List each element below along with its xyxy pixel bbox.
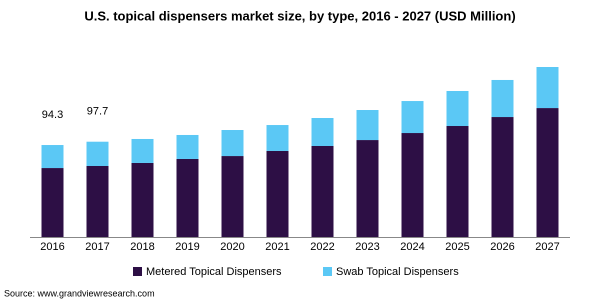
x-tick-label: 2018 — [130, 241, 154, 253]
x-tick-label: 2026 — [490, 241, 514, 253]
bar-segment — [356, 140, 379, 237]
bar-segment — [266, 150, 289, 237]
x-tick-label: 2019 — [175, 241, 199, 253]
bar-segment — [266, 125, 289, 151]
bar-segment — [536, 108, 559, 237]
x-tick-label: 2016 — [40, 241, 64, 253]
x-tick-label: 2024 — [400, 241, 424, 253]
x-tick-label: 2021 — [265, 241, 289, 253]
bar-segment — [221, 130, 244, 157]
bar-segment — [536, 67, 559, 109]
bar-segment — [131, 162, 154, 237]
legend-swatch — [323, 267, 332, 276]
bar-segment — [41, 145, 64, 169]
legend-swatch — [133, 267, 142, 276]
bar-segment — [131, 138, 154, 163]
bar-segment — [41, 168, 64, 237]
bar-segment — [311, 118, 334, 147]
x-tick-label: 2025 — [445, 241, 469, 253]
bar-segment — [401, 101, 424, 134]
legend-label: Metered Topical Dispensers — [146, 266, 282, 278]
x-tick-label: 2022 — [310, 241, 334, 253]
source: Source: www.grandviewresearch.com — [4, 288, 155, 298]
bar-segment — [86, 141, 109, 166]
bar-segment — [311, 146, 334, 237]
x-tick-label: 2027 — [535, 241, 559, 253]
bar-segment — [176, 158, 199, 237]
legend-label: Swab Topical Dispensers — [336, 266, 459, 278]
bar-segment — [401, 133, 424, 237]
x-tick-label: 2017 — [85, 241, 109, 253]
total-label: 94.3 — [42, 109, 63, 121]
bar-segment — [491, 79, 514, 118]
x-tick-label: 2023 — [355, 241, 379, 253]
bar-segment — [356, 110, 379, 141]
bar-segment — [176, 134, 199, 159]
total-label: 97.7 — [87, 106, 108, 118]
bar-segment — [221, 156, 244, 237]
x-tick-label: 2020 — [220, 241, 244, 253]
bar-segment — [491, 117, 514, 237]
chart-title: U.S. topical dispensers market size, by … — [84, 8, 515, 23]
bar-segment — [446, 126, 469, 237]
bar-segment — [446, 90, 469, 127]
bar-segment — [86, 165, 109, 237]
